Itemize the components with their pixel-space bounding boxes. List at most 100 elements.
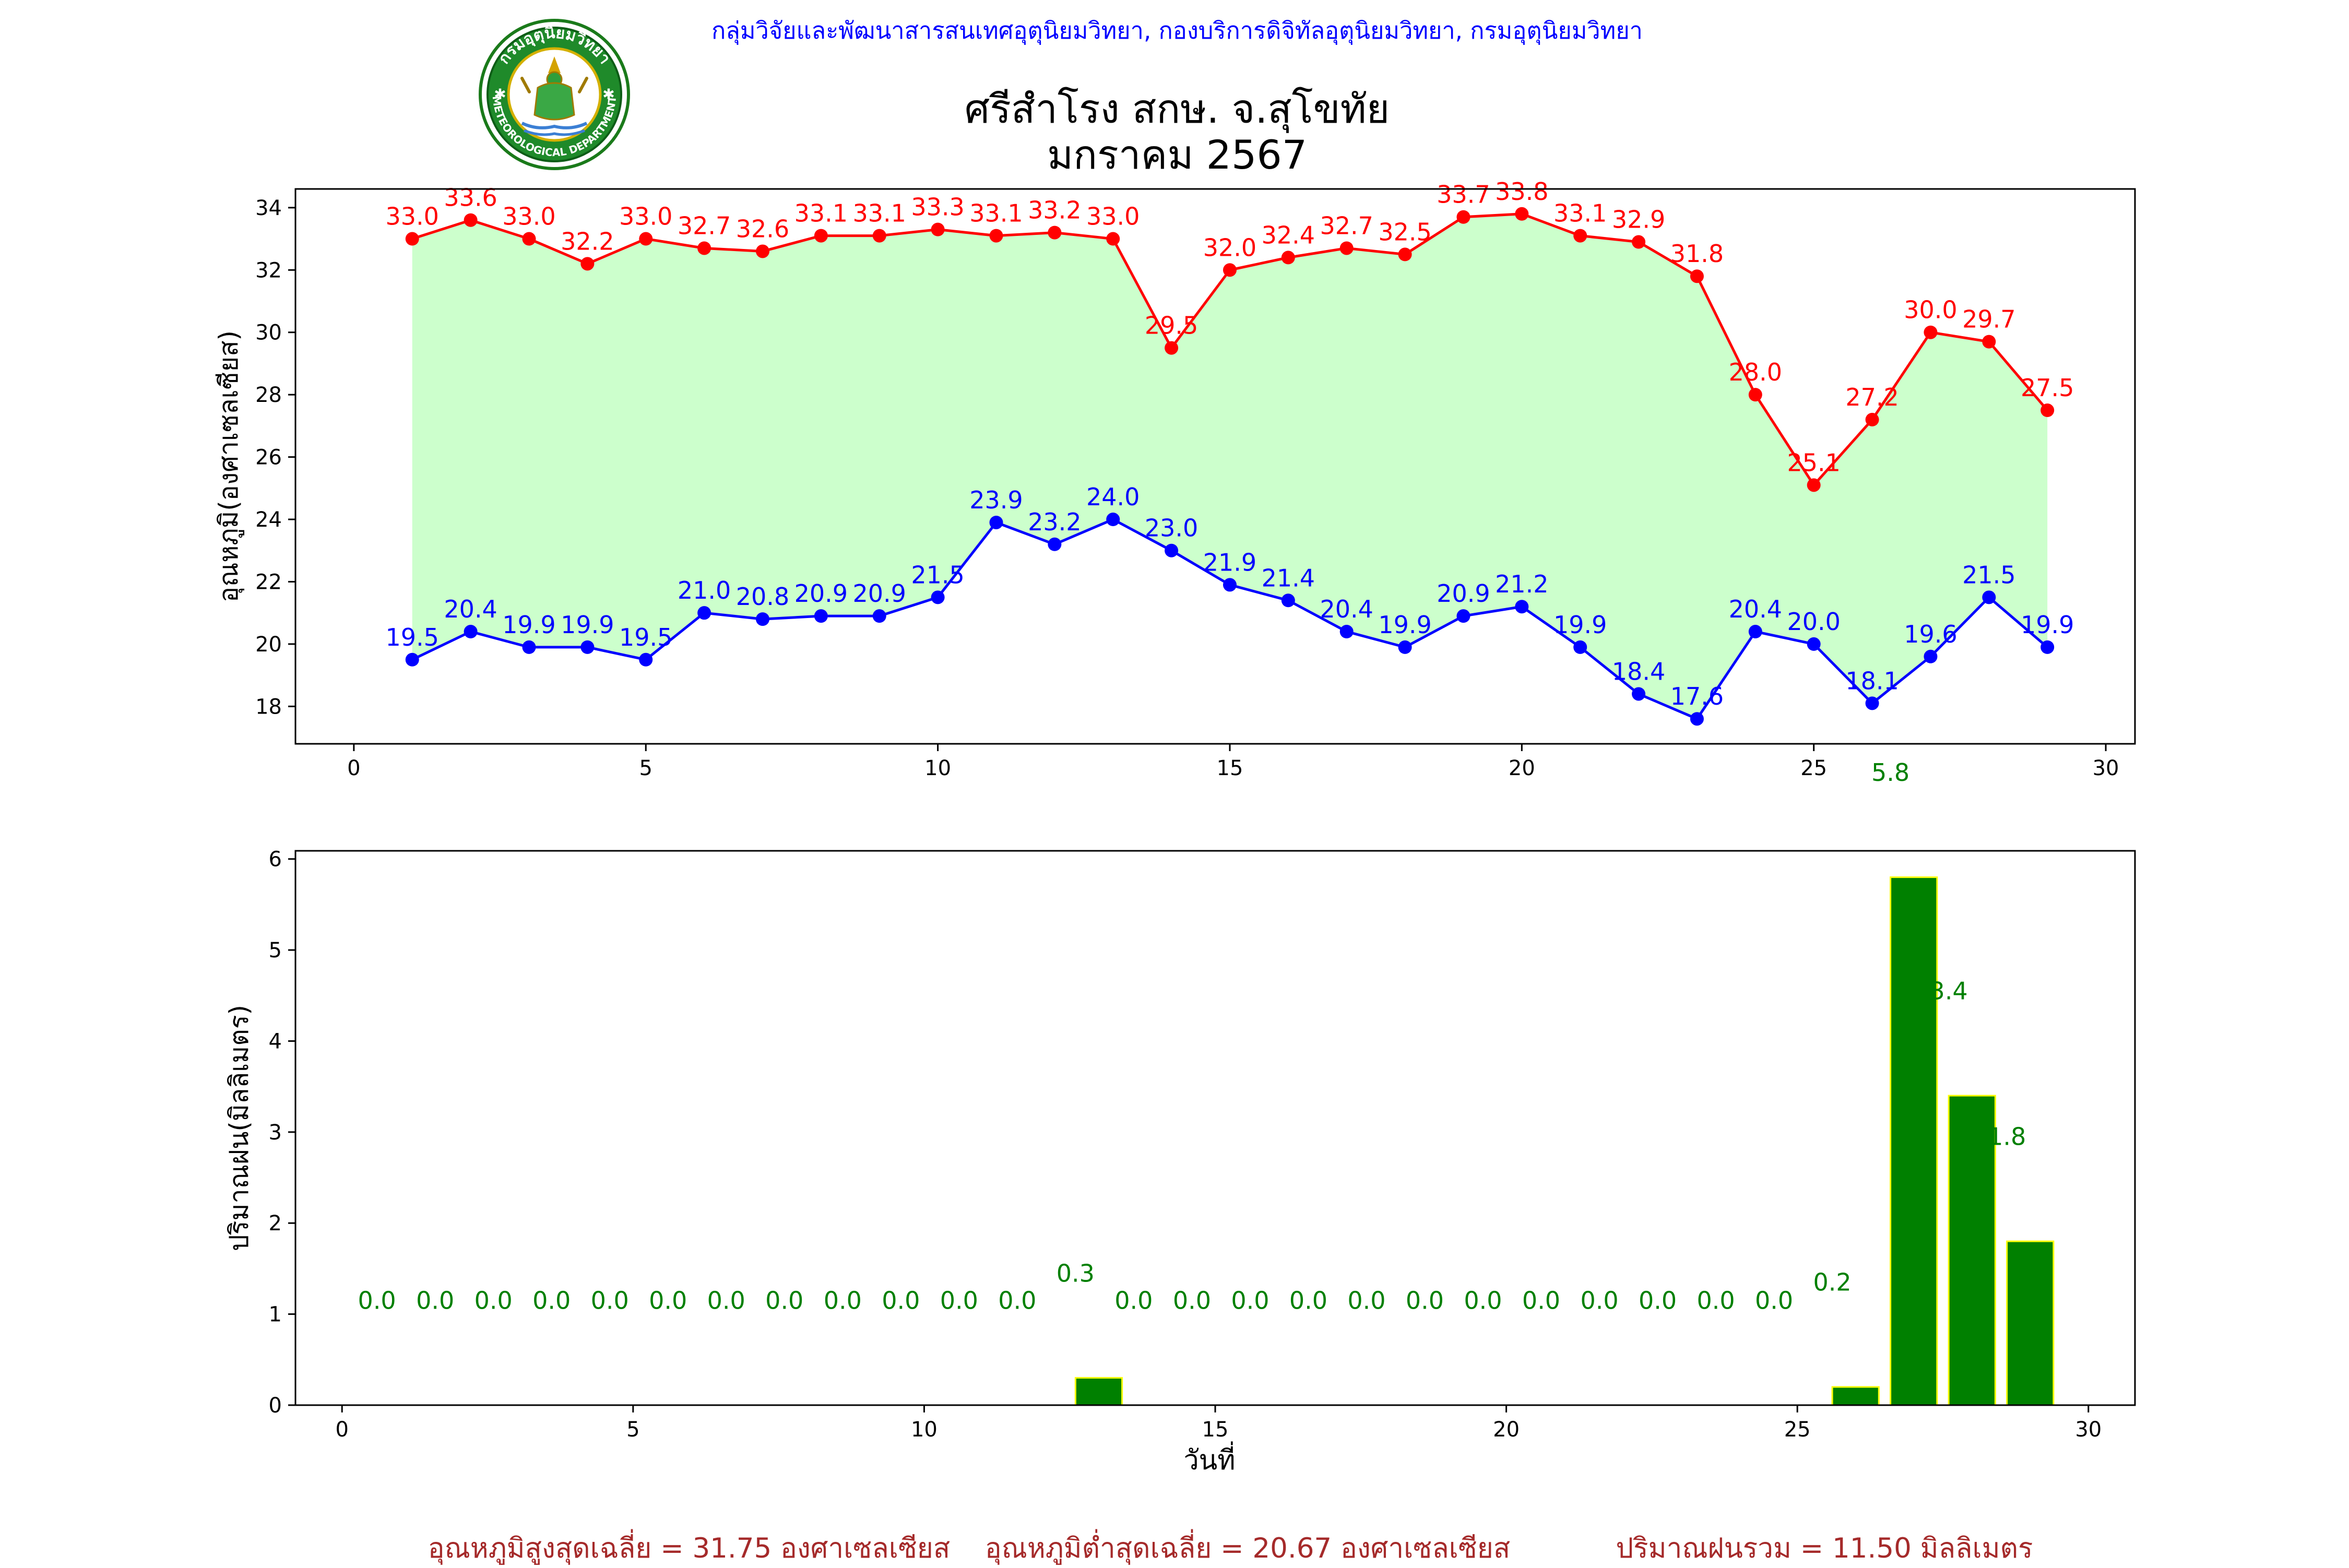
max-temperature-point	[1748, 388, 1762, 402]
min-temperature-point	[1398, 640, 1412, 654]
max-temperature-label: 33.0	[619, 203, 672, 231]
rainfall-y-tick-label: 1	[269, 1303, 282, 1327]
min-temperature-label: 19.9	[561, 611, 614, 639]
meteorological-department-logo: กรมอุตุนิยมวิทยา METEOROLOGICAL DEPARTME…	[479, 19, 630, 170]
min-temperature-point	[1456, 609, 1470, 623]
max-temperature-label: 29.7	[1962, 305, 2015, 334]
max-temperature-label: 27.2	[1845, 383, 1899, 411]
rainfall-value-label: 0.0	[707, 1287, 745, 1315]
rainfall-labels-layer: 0.0 0.0 0.0 0.0 0.0 0.0 0.0 0.0 0.0 0.0 0.0 0.0 0.3 0…	[358, 758, 2026, 1314]
min-temperature-label: 18.4	[1612, 657, 1665, 685]
rainfall-x-tick-label: 15	[1202, 1418, 1229, 1442]
rainfall-value-label: 0.0	[882, 1287, 920, 1315]
min-temperature-point	[697, 606, 711, 620]
max-temperature-label: 33.0	[502, 203, 555, 231]
max-temperature-label: 32.5	[1378, 218, 1431, 246]
max-temperature-label: 32.7	[678, 211, 731, 240]
rainfall-value-label: 0.0	[1639, 1287, 1677, 1315]
min-temperature-label: 19.9	[1553, 611, 1607, 639]
rainfall-bar	[1074, 1377, 1123, 1406]
rainfall-value-label: 0.0	[940, 1287, 978, 1315]
rainfall-value-label: 0.2	[1813, 1268, 1852, 1297]
max-temperature-point	[1048, 225, 1062, 240]
rainfall-y-tick-label: 4	[269, 1029, 282, 1053]
max-temperature-label: 33.2	[1028, 196, 1081, 224]
rainfall-y-tick-label: 3	[269, 1121, 282, 1145]
max-temperature-point	[464, 213, 478, 227]
rainfall-value-label: 0.0	[1173, 1287, 1211, 1315]
max-temperature-label: 29.5	[1145, 312, 1198, 340]
temperature-x-tick-label: 0	[347, 756, 360, 780]
svg-text:✱: ✱	[602, 86, 614, 103]
rainfall-value-label: 0.0	[1522, 1287, 1560, 1315]
rainfall-y-tick-label: 5	[269, 939, 282, 963]
rainfall-value-label: 3.4	[1930, 977, 1968, 1005]
min-temperature-label: 23.2	[1028, 508, 1081, 536]
max-temperature-label: 28.0	[1729, 358, 1782, 386]
min-temperature-point	[1573, 640, 1587, 654]
min-temperature-label: 20.4	[444, 595, 497, 623]
min-temperature-point	[405, 652, 419, 667]
rainfall-value-label: 0.0	[1114, 1287, 1153, 1315]
min-temperature-label: 20.0	[1787, 608, 1840, 636]
rainfall-value-label: 0.0	[1755, 1287, 1793, 1315]
rainfall-x-tick-label: 20	[1493, 1418, 1520, 1442]
min-temperature-point	[1865, 696, 1879, 710]
rainfall-value-label: 0.0	[1580, 1287, 1618, 1315]
max-temperature-point	[639, 232, 653, 246]
department-line: กลุ่มวิจัยและพัฒนาสารสนเทศอุตุนิยมวิทยา,…	[711, 17, 1643, 45]
rainfall-value-label: 0.0	[416, 1287, 454, 1315]
max-temperature-label: 33.6	[444, 184, 497, 212]
max-temperature-point	[1573, 229, 1587, 243]
min-temperature-point	[1165, 543, 1179, 557]
min-temperature-label: 21.5	[911, 561, 964, 589]
summary-average-min: อุณหภูมิต่ำสุดเฉลี่ย = 20.67 องศาเซลเซีย…	[985, 1529, 1510, 1565]
rainfall-x-tick-label: 5	[626, 1418, 639, 1442]
max-temperature-label: 32.6	[736, 215, 789, 243]
min-temperature-point	[1223, 578, 1237, 592]
temperature-y-tick-label: 32	[255, 258, 282, 282]
temperature-x-tick-label: 10	[924, 756, 951, 780]
min-temperature-label: 17.6	[1670, 682, 1724, 710]
max-temperature-label: 33.1	[853, 199, 906, 228]
temperature-axes: 0 5 10 15 20 25 30 18 20 22 24 26 28 30 32 34	[255, 196, 2119, 780]
min-temperature-label: 20.9	[853, 579, 906, 608]
min-temperature-label: 20.9	[1437, 579, 1490, 608]
rainfall-y-tick-label: 6	[269, 848, 282, 872]
min-temperature-label: 19.5	[386, 623, 439, 651]
max-temperature-point	[755, 244, 769, 258]
min-temperature-point	[1632, 687, 1646, 701]
max-temperature-label: 27.5	[2021, 374, 2074, 402]
rainfall-value-label: 0.0	[591, 1287, 629, 1315]
max-temperature-point	[814, 229, 828, 243]
rainfall-x-tick-label: 25	[1784, 1418, 1811, 1442]
min-temperature-point	[1339, 625, 1354, 639]
min-temperature-point	[1982, 590, 1996, 604]
max-temperature-label: 30.0	[1904, 296, 1957, 324]
temperature-y-tick-label: 24	[255, 508, 282, 532]
rainfall-value-label: 0.0	[532, 1287, 571, 1315]
min-temperature-point	[522, 640, 536, 654]
max-temperature-point	[1865, 412, 1879, 426]
max-temperature-label: 33.3	[911, 193, 964, 221]
rainfall-bar	[1831, 1386, 1880, 1406]
min-temperature-point	[580, 640, 595, 654]
max-temperature-point	[931, 222, 945, 236]
min-temperature-label: 18.1	[1845, 667, 1899, 695]
rainfall-value-label: 5.8	[1871, 758, 1909, 787]
rainfall-bar	[2006, 1240, 2055, 1406]
max-temperature-point	[1281, 251, 1295, 265]
min-temperature-point	[1748, 625, 1762, 639]
max-temperature-label: 32.4	[1262, 221, 1315, 249]
min-temperature-point	[1048, 537, 1062, 551]
min-temperature-label: 20.4	[1729, 595, 1782, 623]
max-temperature-point	[1807, 478, 1821, 492]
max-temperature-point	[1106, 232, 1120, 246]
min-temperature-label: 20.4	[1320, 595, 1373, 623]
max-temperature-point	[1515, 207, 1529, 221]
rainfall-x-tick-label: 0	[335, 1418, 348, 1442]
min-temperature-point	[1281, 593, 1295, 608]
temperature-chart: 33.033.633.032.233.0 32.7 32.633.1 33.1 33.3…	[213, 177, 2136, 780]
